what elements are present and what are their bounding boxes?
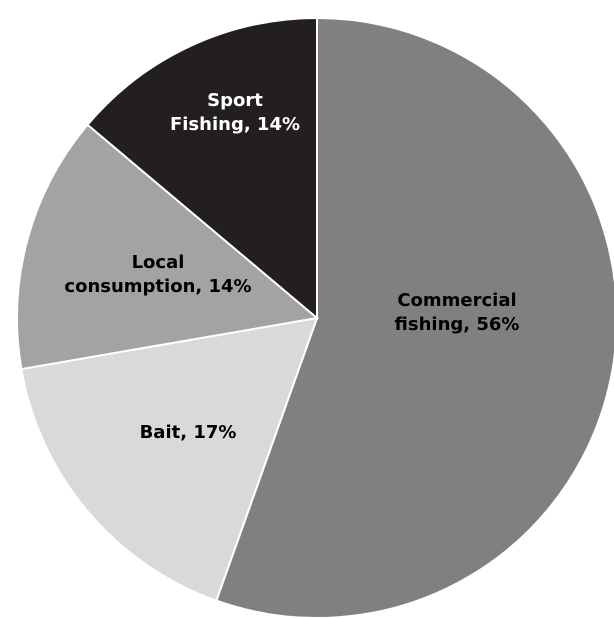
pie-slices bbox=[16, 16, 614, 618]
slice-label: Bait, 17% bbox=[140, 422, 237, 443]
slice-label-line: Commercial bbox=[397, 290, 516, 311]
slice-label-line: fishing, 56% bbox=[395, 314, 520, 335]
slice-label-line: consumption, 14% bbox=[64, 276, 251, 297]
pie-labels: Commercial fishing, 56% Bait, 17% Local cons… bbox=[64, 90, 519, 443]
slice-label-line: Fishing, 14% bbox=[170, 114, 300, 135]
pie-slice bbox=[20, 316, 319, 602]
slice-label-line: Bait, 17% bbox=[140, 422, 237, 443]
slice-label: Commercial fishing, 56% bbox=[395, 290, 520, 335]
slice-label: Sport Fishing, 14% bbox=[170, 90, 300, 135]
slice-label-line: Local bbox=[132, 252, 185, 273]
pie-slice bbox=[215, 16, 614, 618]
slice-label-line: Sport bbox=[207, 90, 263, 111]
pie-slice bbox=[16, 123, 320, 371]
pie-slice bbox=[86, 16, 318, 321]
slice-label: Local consumption, 14% bbox=[64, 252, 251, 297]
